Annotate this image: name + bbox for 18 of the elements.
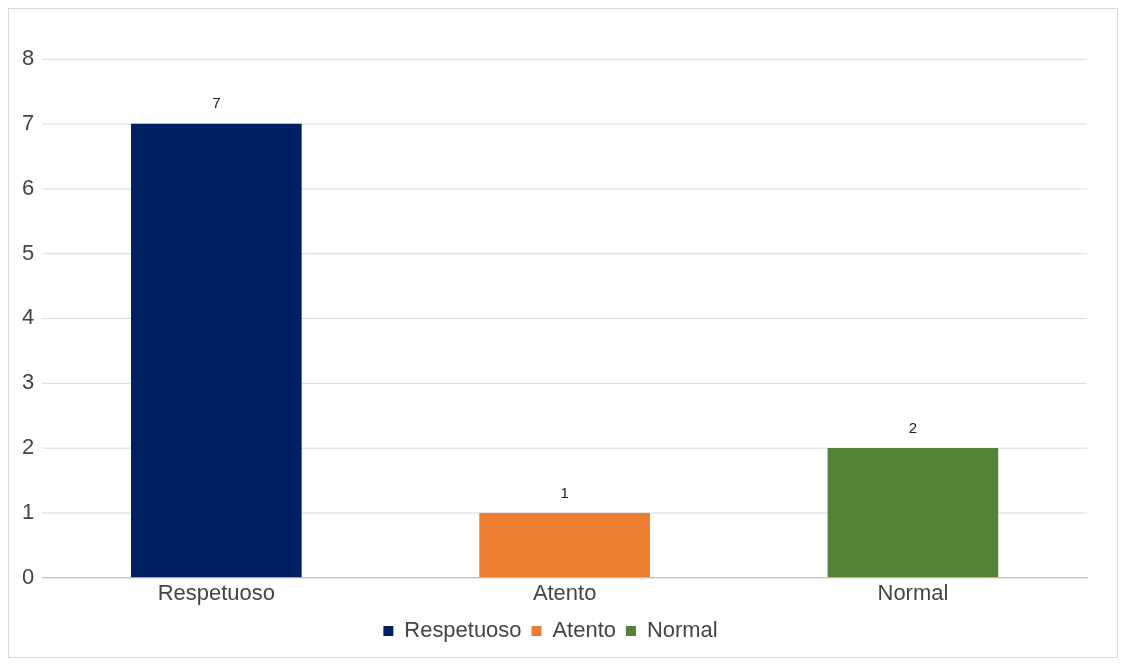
y-tick-label: 8 bbox=[21, 44, 35, 70]
y-tick-label: 7 bbox=[21, 109, 35, 135]
x-tick-label: Atento bbox=[532, 580, 597, 606]
y-tick-label: 6 bbox=[21, 174, 35, 200]
data-label: 2 bbox=[908, 418, 918, 436]
legend-label: Normal bbox=[646, 617, 718, 643]
y-tick-label: 2 bbox=[21, 434, 35, 460]
x-tick-label: Normal bbox=[877, 580, 949, 606]
data-label: 7 bbox=[212, 94, 221, 112]
y-tick-label: 0 bbox=[21, 563, 35, 589]
legend-label: Atento bbox=[552, 617, 616, 643]
y-tick-label: 4 bbox=[21, 304, 35, 330]
y-tick-label: 5 bbox=[21, 239, 35, 265]
x-tick-label: Respetuoso bbox=[157, 580, 275, 606]
y-tick-label: 3 bbox=[21, 369, 35, 395]
y-tick-label: 1 bbox=[21, 499, 35, 525]
data-label: 1 bbox=[560, 483, 569, 501]
legend-label: Respetuoso bbox=[404, 617, 522, 643]
